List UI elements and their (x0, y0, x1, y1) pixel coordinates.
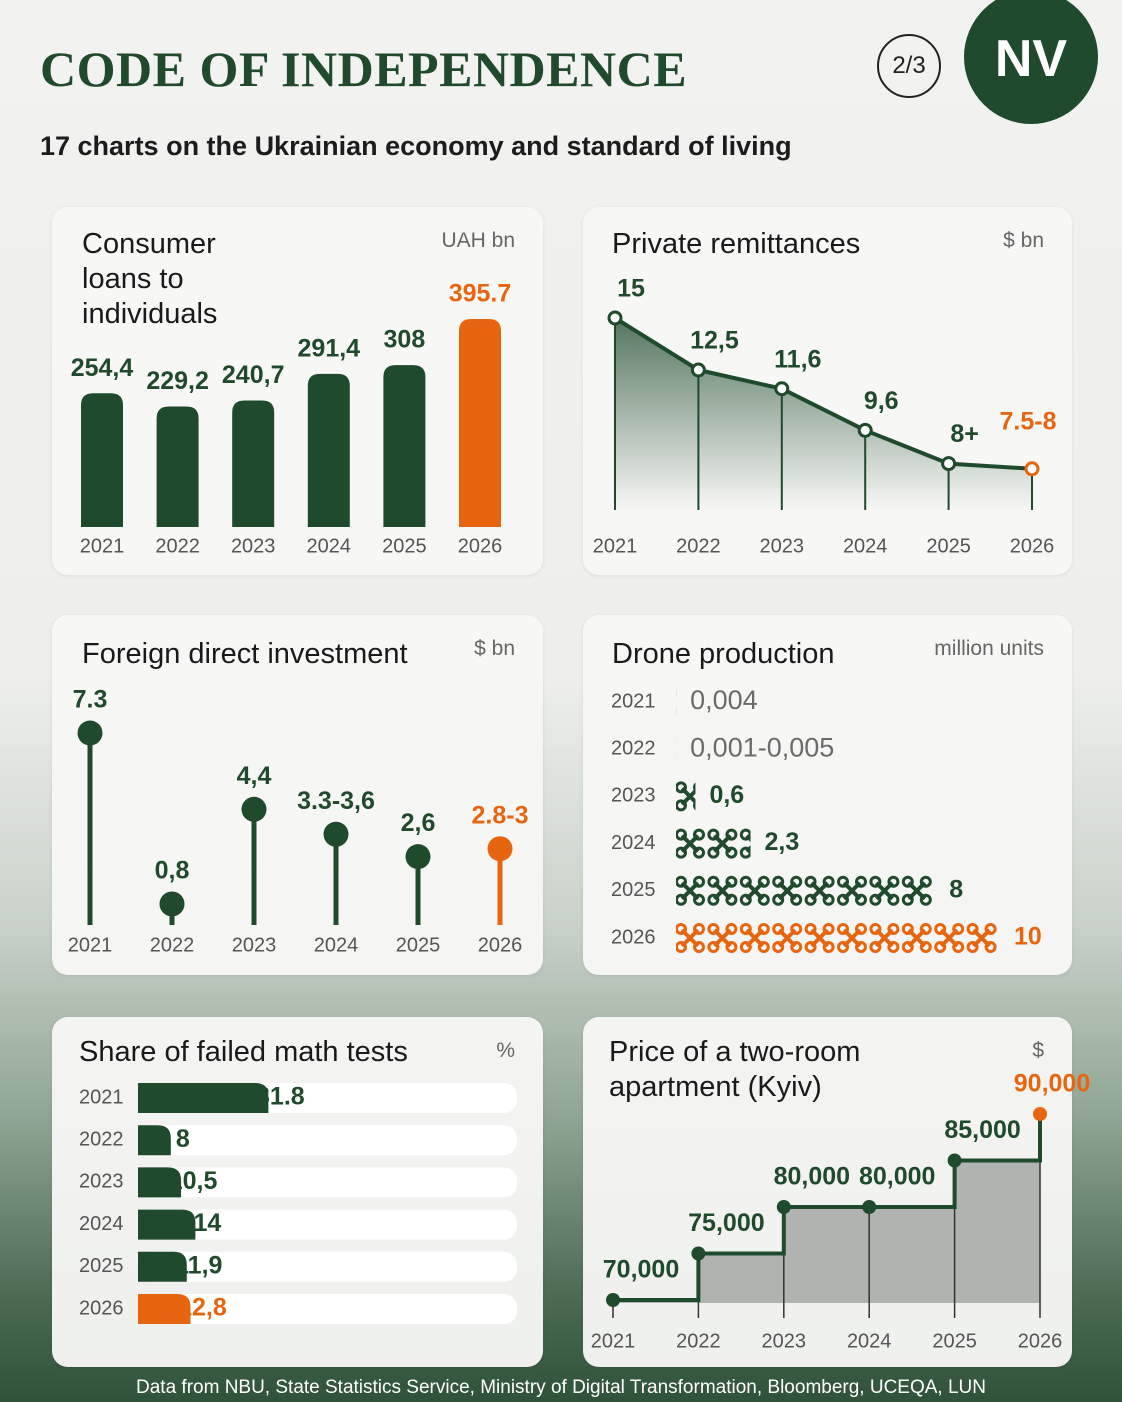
chart-title: Share of failed math tests (79, 1036, 408, 1068)
card: Share of failed math tests % (52, 1017, 543, 1367)
subtitle: 17 charts on the Ukrainian economy and s… (40, 131, 792, 161)
source-note: Data from NBU, State Statistics Service,… (136, 1377, 986, 1398)
card: Foreign direct investment $ bn (52, 615, 543, 975)
unit-label: $ (1032, 1039, 1044, 1062)
page-title: CODE OF INDEPENDENCE (40, 41, 688, 97)
chart-title: Private remittances (612, 228, 861, 260)
chart-title: Consumer loans to individuals (82, 228, 218, 330)
card: Price of a two-room apartment (Kyiv) $ (583, 1017, 1072, 1367)
page-indicator: 2/3 (877, 34, 941, 98)
unit-label: million units (934, 637, 1044, 660)
card: Consumer loans to individuals UAH bn (52, 207, 543, 575)
unit-label: % (496, 1039, 515, 1062)
unit-label: $ bn (474, 637, 515, 660)
unit-label: UAH bn (441, 229, 515, 252)
chart-title: Price of a two-room apartment (Kyiv) (609, 1036, 861, 1103)
card: Drone production million units (583, 615, 1072, 975)
card: Private remittances $ bn (583, 207, 1072, 575)
unit-label: $ bn (1003, 229, 1044, 252)
logo: NV (964, 0, 1098, 124)
chart-title: Drone production (612, 638, 835, 670)
chart-title: Foreign direct investment (82, 638, 408, 670)
